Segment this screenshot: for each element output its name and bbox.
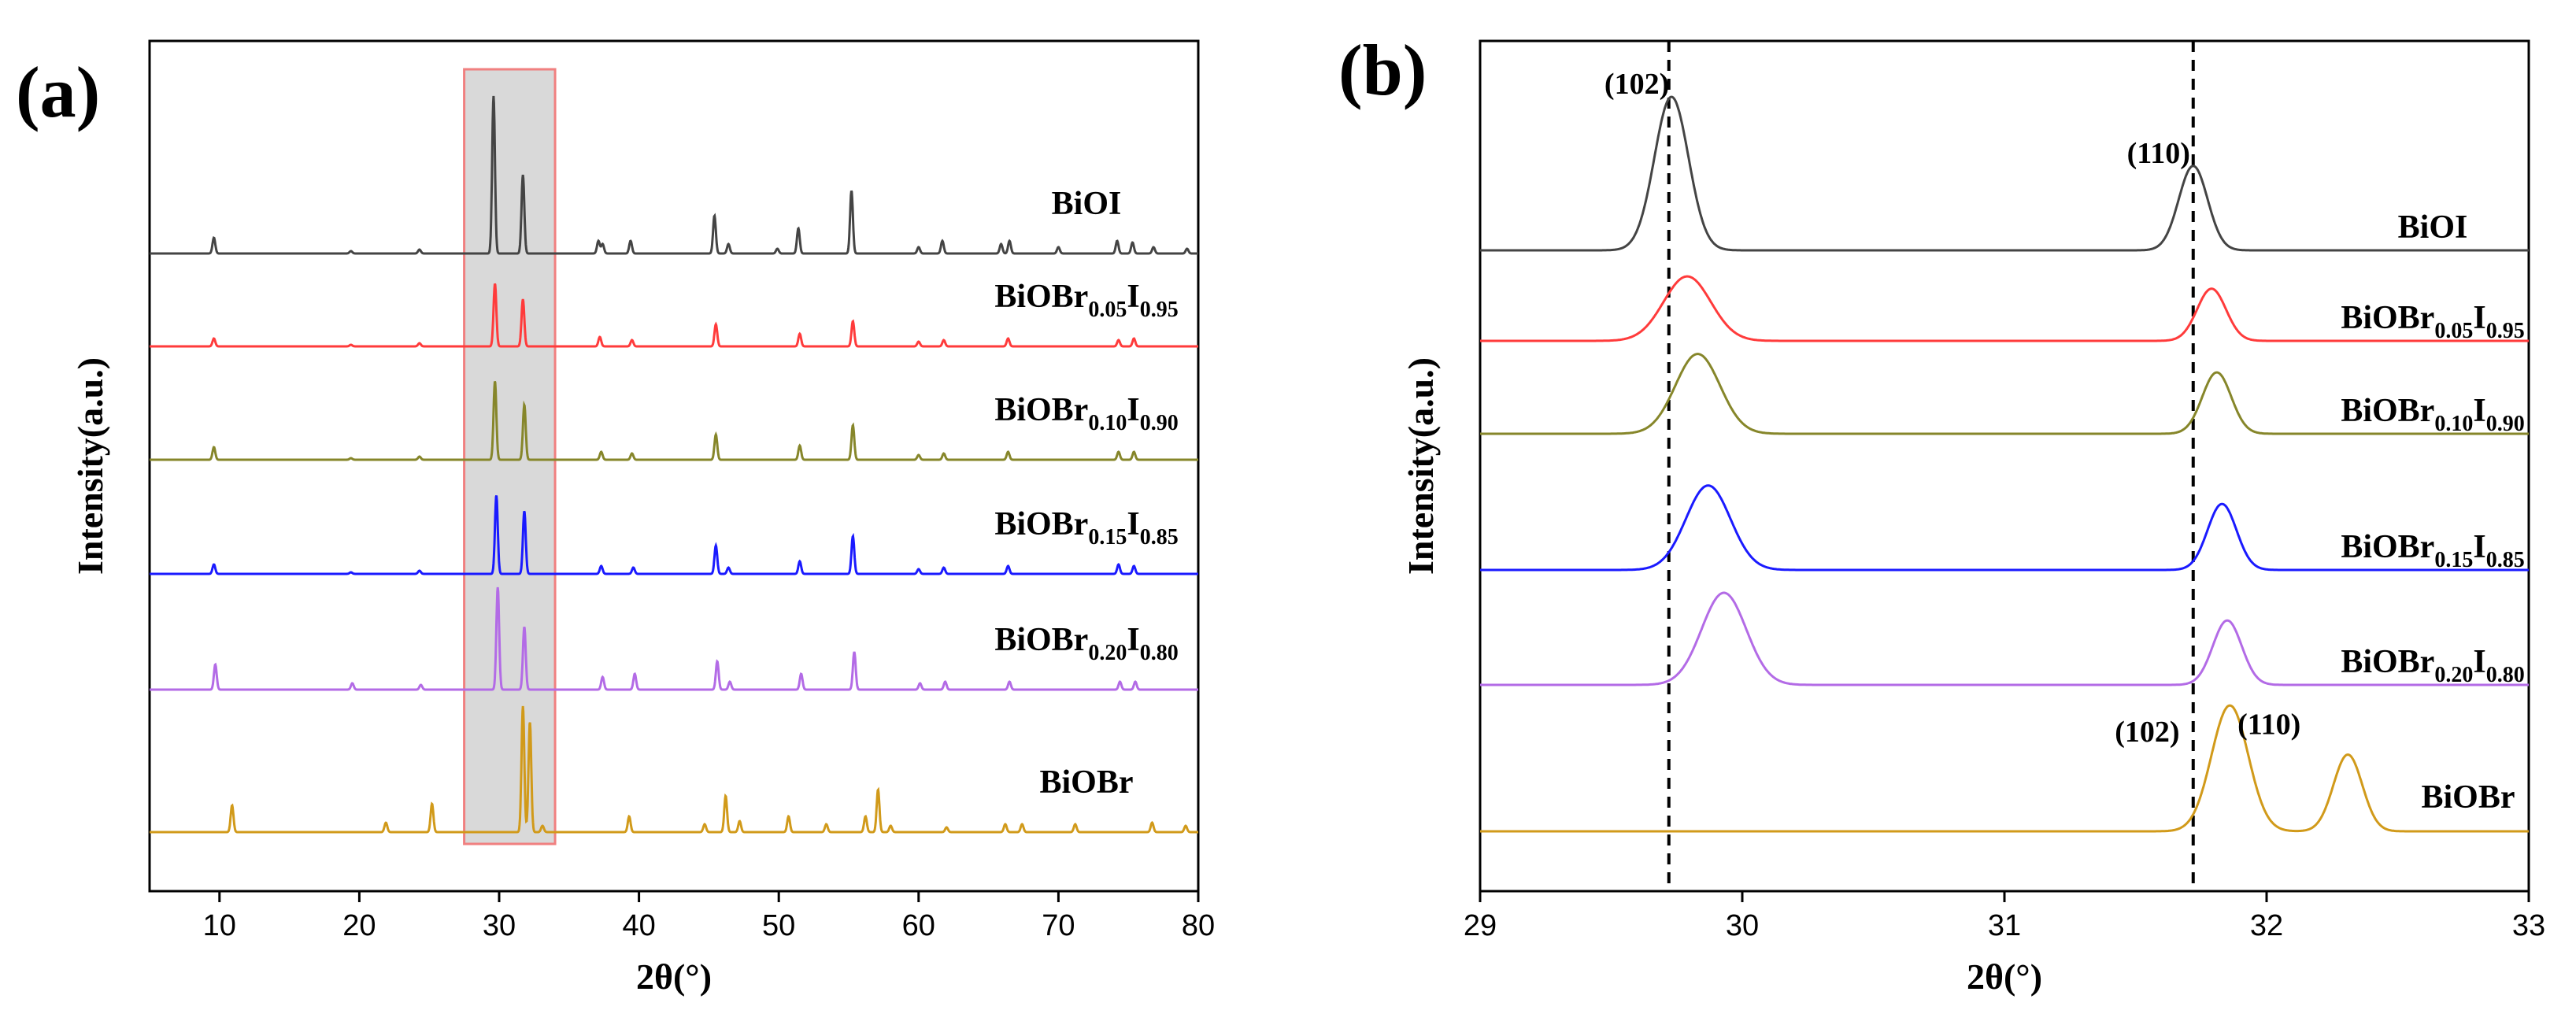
panel-b-peak-annotation: (102) — [2115, 716, 2179, 749]
panel-a-x-tick-label: 80 — [1182, 909, 1215, 942]
panel-b-peak-annotation: (102) — [1604, 68, 1669, 101]
panel-a-series-BiOI-line — [150, 95, 1198, 255]
panel-b-x-tick-label: 29 — [1464, 909, 1497, 942]
panel-b-series-BiOI-line — [1480, 95, 2529, 252]
panel-b-series-BiOBr010-label: BiOBr0.10I0.90 — [2341, 393, 2524, 436]
panel-a-series-BiOBr005-label: BiOBr0.05I0.95 — [994, 279, 1178, 322]
panel-a-tag: (a) — [16, 52, 100, 132]
panel-a-highlight-box — [463, 68, 557, 845]
panel-a-series-BiOBr005-line — [150, 283, 1198, 348]
panel-a-x-tick-label: 30 — [483, 909, 516, 942]
panel-a-x-tick-label: 10 — [203, 909, 236, 942]
panel-b-peak-annotation: (110) — [2127, 137, 2190, 170]
panel-b-x-tick-label: 32 — [2250, 909, 2283, 942]
panel-a-chart: (a) 10 20 30 40 50 60 70 80 2θ(°) Intensity(a.u.) B… — [16, 39, 1215, 997]
panel-a-series-BiOBr015-line — [150, 495, 1198, 575]
panel-b-series-BiOBr015-line — [1480, 484, 2529, 572]
panel-b-x-axis-title: 2θ(°) — [1967, 956, 2042, 997]
panel-a-series-BiOBr-label: BiOBr — [1039, 764, 1133, 801]
panel-a-series-BiOI-label: BiOI — [1052, 186, 1122, 222]
panel-b-x-tick-label: 30 — [1726, 909, 1759, 942]
panel-b-tag: (b) — [1338, 30, 1427, 110]
panel-b-series-BiOBr005-line — [1480, 275, 2529, 342]
panel-a-x-tick-label: 20 — [342, 909, 376, 942]
panel-a-series-BiOBr020-label: BiOBr0.20I0.80 — [994, 622, 1178, 665]
panel-a-x-tick-label: 60 — [902, 909, 935, 942]
panel-a-series-BiOBr-line — [150, 705, 1198, 834]
panel-b-peak-annotation: (110) — [2237, 709, 2300, 742]
panel-a-axes-frame — [148, 39, 1200, 893]
panel-b-series-BiOBr010-line — [1480, 353, 2529, 435]
panel-a-x-tick-label: 50 — [762, 909, 795, 942]
panel-a-series-BiOBr010-line — [150, 381, 1198, 461]
panel-b-y-axis-title: Intensity(a.u.) — [1401, 357, 1441, 575]
panel-b-series-BiOBr005-label: BiOBr0.05I0.95 — [2341, 300, 2524, 343]
panel-b-series-BiOBr020-label: BiOBr0.20I0.80 — [2341, 644, 2524, 687]
panel-a-x-axis-title: 2θ(°) — [636, 956, 712, 997]
panel-b-series-BiOBr-line — [1480, 704, 2529, 833]
panel-b-chart: (b) 29 30 31 32 33 2θ(°) Intensity(a.u.) BiOI BiO… — [1338, 30, 2545, 997]
panel-a-series-BiOBr020-line — [150, 586, 1198, 691]
panel-b-series-BiOBr015-label: BiOBr0.15I0.85 — [2341, 529, 2524, 572]
panel-b-x-tick-label: 33 — [2512, 909, 2545, 942]
panel-a-series-BiOBr015-label: BiOBr0.15I0.85 — [994, 506, 1178, 549]
panel-b-series-BiOBr020-line — [1480, 591, 2529, 686]
panel-b-series-BiOBr-label: BiOBr — [2421, 779, 2515, 816]
panel-a-x-tick-label: 70 — [1042, 909, 1075, 942]
panel-a-series-BiOBr010-label: BiOBr0.10I0.90 — [994, 392, 1178, 435]
panel-a-y-axis-title: Intensity(a.u.) — [70, 357, 110, 575]
panel-a-x-tick-label: 40 — [622, 909, 655, 942]
panel-b-x-tick-label: 31 — [1988, 909, 2021, 942]
panel-b-axes-frame — [1479, 39, 2530, 893]
panel-b-series-BiOI-label: BiOI — [2398, 209, 2468, 246]
